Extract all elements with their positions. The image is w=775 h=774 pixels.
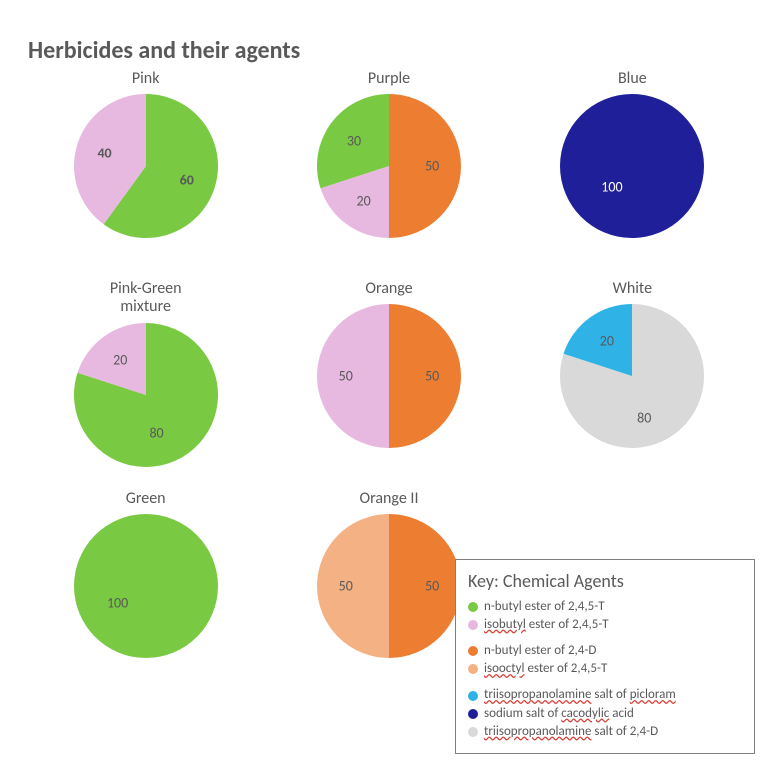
legend-text: n-butyl ester of 2,4-D (484, 642, 596, 660)
legend-swatch (468, 709, 478, 719)
chart-label: Purple (368, 70, 410, 88)
chart-cell-white: White 80 20 (511, 280, 754, 490)
legend-swatch (468, 646, 478, 656)
chart-cell-purple: Purple 50 20 30 (267, 70, 510, 280)
pie-orange: 50 50 (317, 304, 461, 448)
pie-svg (74, 514, 218, 658)
legend-item: triisopropanolamine salt of picloram (468, 686, 742, 704)
pie-svg (74, 94, 218, 238)
pie-svg (560, 94, 704, 238)
legend-swatch (468, 727, 478, 737)
chart-cell-green: Green 100 (24, 490, 267, 700)
legend-item: n-butyl ester of 2,4-D (468, 642, 742, 660)
legend-swatch (468, 620, 478, 630)
legend-text: sodium salt of cacodylic acid (484, 705, 634, 723)
pie-slice (560, 94, 704, 238)
pie-slice-label: 30 (347, 132, 361, 149)
pie-slice-label: 20 (356, 193, 370, 210)
pie-slice-label: 80 (637, 409, 651, 426)
legend-text: isooctyl ester of 2,4,5-T (484, 660, 607, 678)
pie-slice-label: 50 (339, 578, 353, 595)
chart-cell-pinkgreen: Pink-Greenmixture 80 20 (24, 280, 267, 490)
pie-slice-label: 50 (339, 368, 353, 385)
legend-text: triisopropanolamine salt of 2,4-D (484, 723, 658, 741)
pie-svg (74, 323, 218, 467)
chart-label: Pink (132, 70, 160, 88)
pie-svg (560, 304, 704, 448)
chart-label: White (613, 280, 652, 298)
legend-text: triisopropanolamine salt of picloram (484, 686, 676, 704)
chart-label: Orange II (360, 490, 419, 508)
pie-slice-label: 50 (425, 368, 439, 385)
pie-slice-label: 20 (600, 333, 614, 350)
chart-cell-pink: Pink 60 40 (24, 70, 267, 280)
legend-swatch (468, 691, 478, 701)
legend-text: isobutyl ester of 2,4,5-T (484, 616, 609, 634)
pie-pinkgreen: 80 20 (74, 323, 218, 467)
legend-item: triisopropanolamine salt of 2,4-D (468, 723, 742, 741)
pie-slice-label: 100 (601, 178, 622, 195)
pie-slice-label: 20 (113, 351, 127, 368)
chart-label: Pink-Greenmixture (110, 280, 182, 317)
pie-pink: 60 40 (74, 94, 218, 238)
pie-green: 100 (74, 514, 218, 658)
chart-label: Green (126, 490, 166, 508)
chart-cell-blue: Blue 100 (511, 70, 754, 280)
pie-slice (317, 304, 389, 448)
legend-group: n-butyl ester of 2,4,5-Tisobutyl ester o… (468, 598, 742, 634)
chart-label: Blue (618, 70, 647, 88)
legend-item: isobutyl ester of 2,4,5-T (468, 616, 742, 634)
pie-slice-label: 50 (425, 158, 439, 175)
legend-box: Key: Chemical Agents n-butyl ester of 2,… (455, 559, 755, 754)
legend-title: Key: Chemical Agents (468, 570, 742, 592)
legend-group: triisopropanolamine salt of picloramsodi… (468, 686, 742, 741)
legend-swatch (468, 602, 478, 612)
pie-svg (317, 94, 461, 238)
chart-cell-orange: Orange 50 50 (267, 280, 510, 490)
pie-white: 80 20 (560, 304, 704, 448)
pie-slice-label: 40 (97, 145, 111, 162)
page-title: Herbicides and their agents (28, 36, 300, 65)
pie-orange2: 50 50 (317, 514, 461, 658)
legend-item: isooctyl ester of 2,4,5-T (468, 660, 742, 678)
legend-swatch (468, 664, 478, 674)
legend-item: n-butyl ester of 2,4,5-T (468, 598, 742, 616)
pie-purple: 50 20 30 (317, 94, 461, 238)
legend-item: sodium salt of cacodylic acid (468, 705, 742, 723)
legend-text: n-butyl ester of 2,4,5-T (484, 598, 605, 616)
pie-slice-label: 80 (149, 424, 163, 441)
pie-blue: 100 (560, 94, 704, 238)
chart-label: Orange (365, 280, 412, 298)
legend-group: n-butyl ester of 2,4-Disooctyl ester of … (468, 642, 742, 678)
pie-slice-label: 100 (107, 594, 128, 611)
pie-slice-label: 60 (180, 171, 194, 188)
pie-slice (317, 514, 389, 658)
pie-slice (74, 514, 218, 658)
pie-slice-label: 50 (425, 578, 439, 595)
